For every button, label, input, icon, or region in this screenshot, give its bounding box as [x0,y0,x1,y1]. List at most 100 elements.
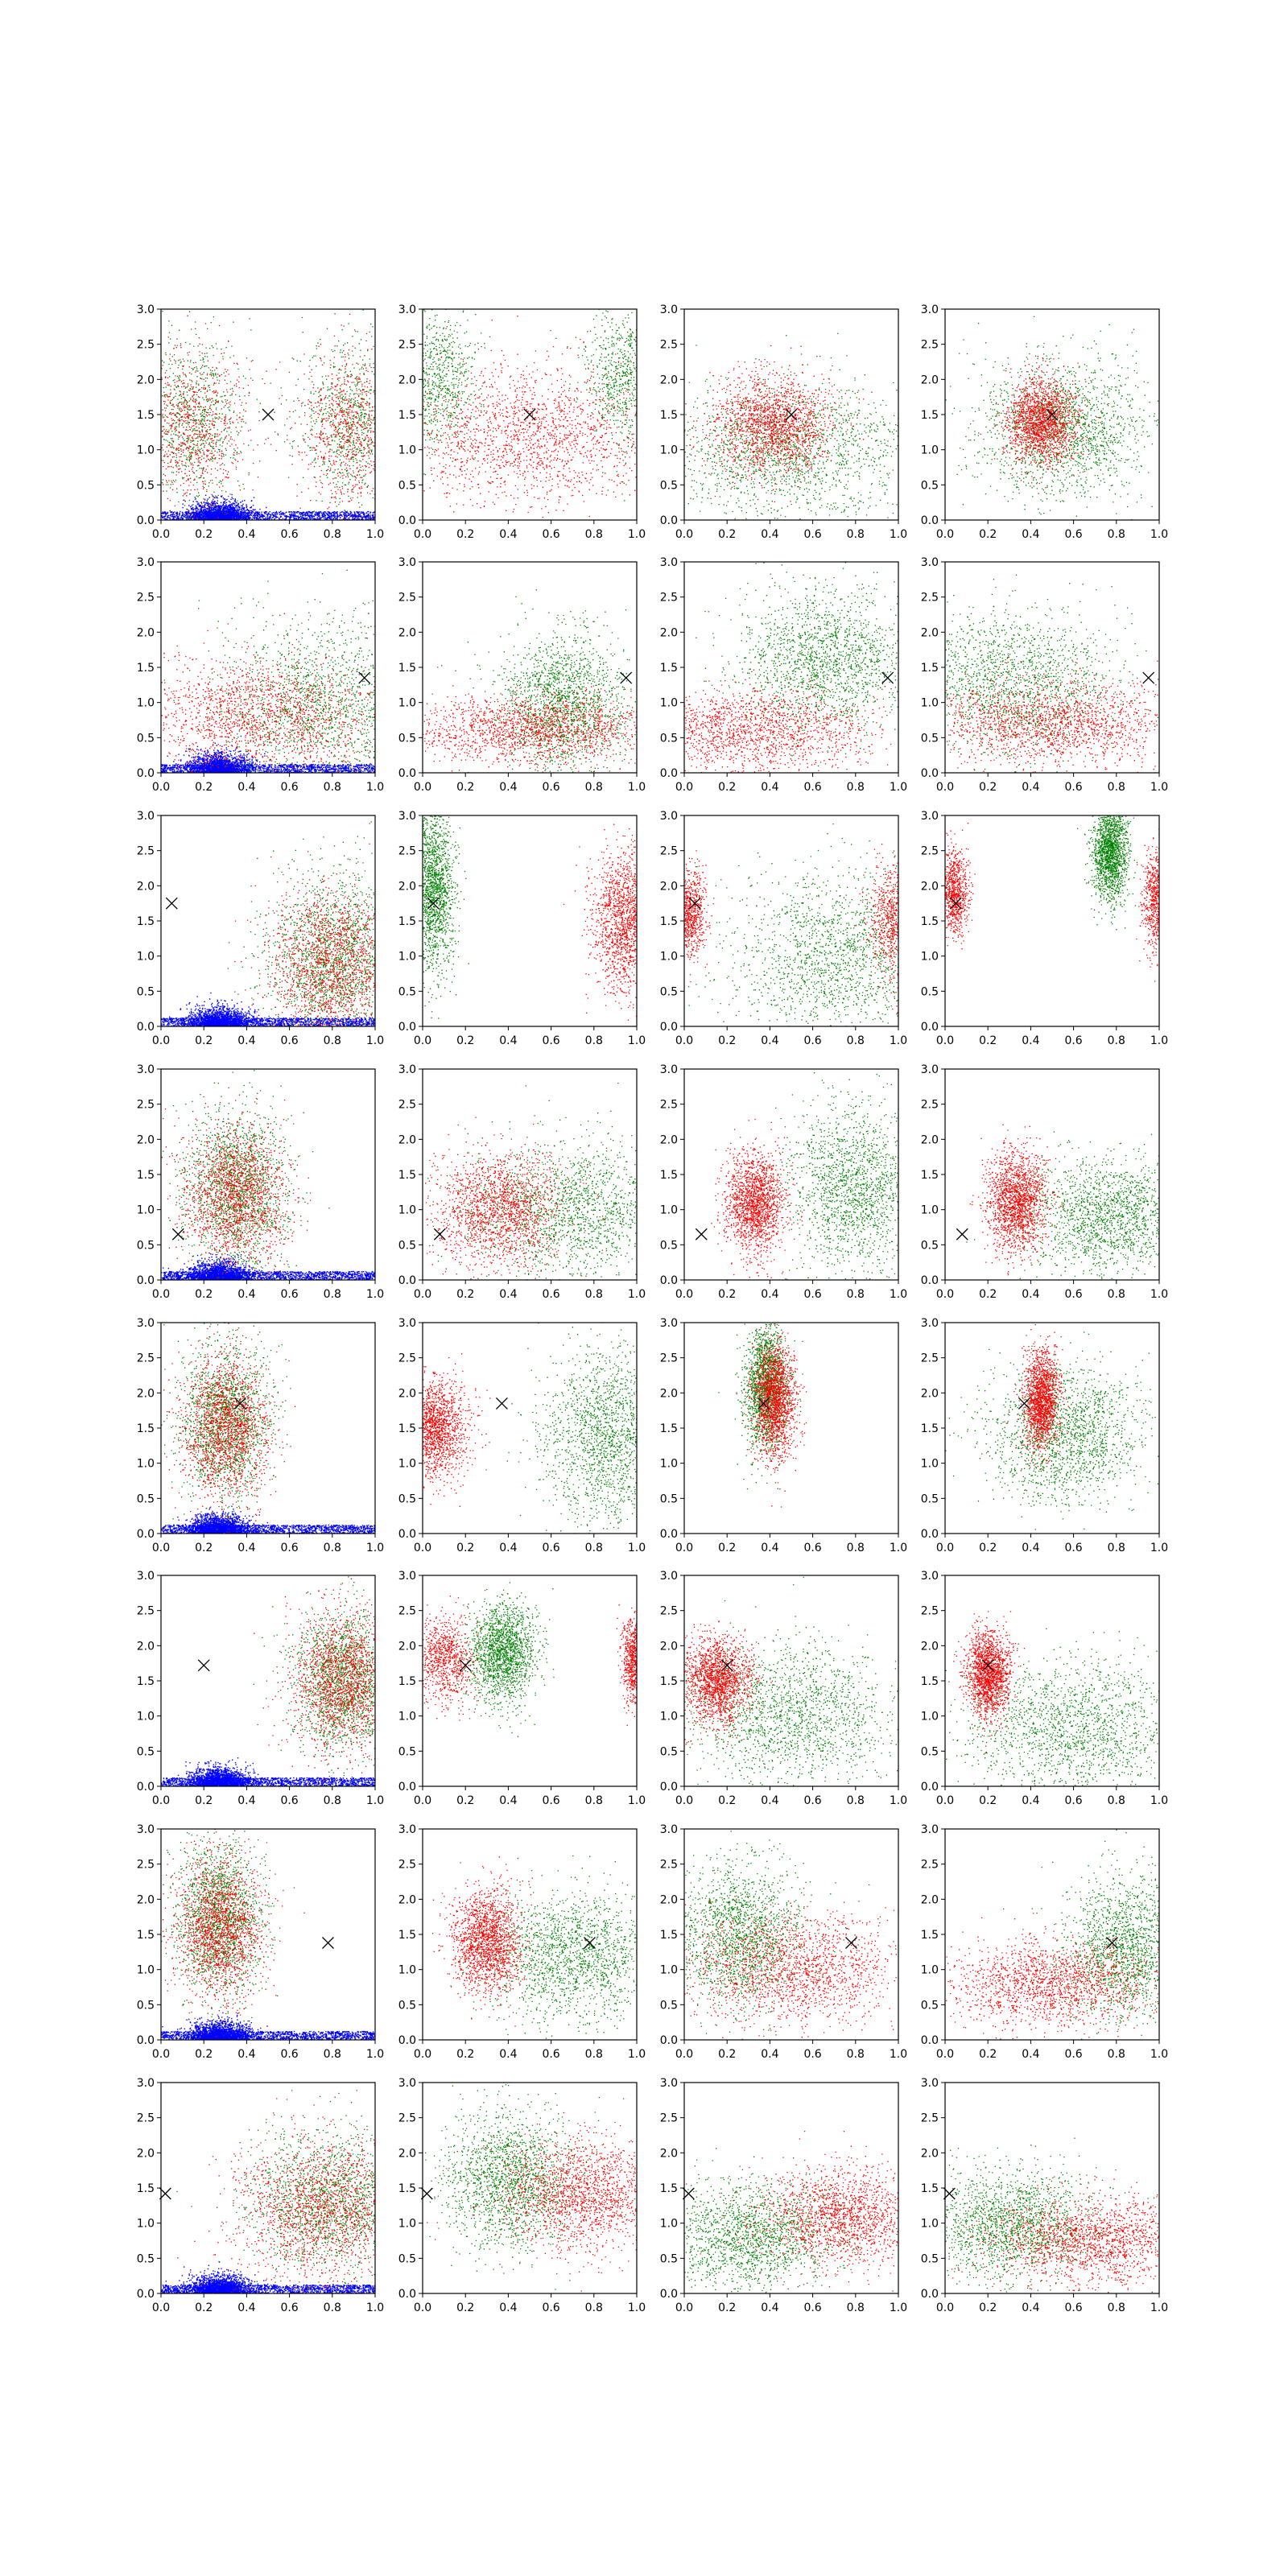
y-tick-label: 2.0 [137,626,155,639]
x-tick-label: 0.8 [847,528,865,541]
y-tick-label: 0.5 [660,1492,678,1505]
x-tick-label: 1.0 [890,2301,907,2314]
x-tick-label: 0.0 [152,528,170,541]
axes-frame [423,1829,637,2040]
y-tick-label: 1.0 [137,951,155,964]
points-group [423,1323,638,1534]
x-tick-label: 0.0 [152,781,170,794]
x-tick-label: 1.0 [1150,2301,1168,2314]
y-tick-label: 2.5 [921,2112,939,2125]
x-marker [696,1228,707,1240]
green-points [423,815,469,1018]
x-tick-label: 0.4 [237,2048,255,2061]
x-tick-label: 0.4 [237,1034,255,1047]
x-tick-label: 0.6 [542,1794,559,1807]
y-tick-label: 2.5 [921,1605,939,1618]
x-tick-label: 0.2 [456,2048,474,2061]
y-tick-label: 1.0 [660,1204,678,1217]
x-marker [198,1660,209,1671]
points-group [945,815,1160,981]
x-tick-label: 0.6 [803,781,821,794]
x-tick-label: 0.2 [195,781,213,794]
y-tick-label: 1.5 [398,662,416,675]
x-tick-label: 0.6 [542,1542,559,1554]
points-group [966,1125,1160,1278]
axes-frame [945,2083,1159,2293]
y-tick-label: 0.0 [137,514,155,527]
y-tick-label: 2.5 [660,1605,678,1618]
y-tick-label: 0.5 [398,1999,416,2012]
y-tick-label: 2.0 [398,1640,416,1653]
y-tick-label: 0.5 [398,1239,416,1252]
x-tick-label: 0.4 [499,2301,517,2314]
y-tick-label: 0.5 [137,732,155,745]
y-tick-label: 1.5 [660,1929,678,1942]
y-tick-label: 0.0 [921,1781,939,1794]
x-tick-label: 1.0 [366,2301,384,2314]
scatter-panel-r7-c4: 0.0 0.2 0.4 0.6 0.8 1.00.00.51.01.52.02.53.0 [921,1823,1168,2061]
x-tick-label: 0.2 [979,1542,997,1554]
points-group [946,1830,1160,2039]
y-tick-label: 2.0 [921,1640,939,1653]
axes-frame [945,1069,1159,1280]
x-tick-label: 1.0 [890,781,907,794]
scatter-panel-r1-c1: 0.0 0.2 0.4 0.6 0.8 1.00.00.51.01.52.02.53.0 [137,303,384,541]
scatter-panel-r7-c2: 0.0 0.2 0.4 0.6 0.8 1.00.00.51.01.52.02.53.0 [398,1823,646,2061]
y-tick-label: 2.0 [137,1893,155,1906]
x-tick-label: 0.6 [803,2301,821,2314]
x-tick-label: 0.2 [979,2301,997,2314]
y-tick-label: 1.5 [137,2182,155,2195]
y-tick-label: 3.0 [921,1823,939,1836]
scatter-panel-r2-c1: 0.0 0.2 0.4 0.6 0.8 1.00.00.51.01.52.02.53.0 [137,556,384,794]
scatter-panel-r3-c4: 0.0 0.2 0.4 0.6 0.8 1.00.00.51.01.52.02.53.0 [921,810,1168,1047]
x-tick-label: 0.8 [1108,2301,1125,2314]
x-tick-label: 1.0 [628,1542,646,1554]
y-tick-label: 2.5 [398,845,416,858]
y-tick-label: 2.0 [137,880,155,893]
scatter-panel-r4-c4: 0.0 0.2 0.4 0.6 0.8 1.00.00.51.01.52.02.53.0 [921,1063,1168,1301]
y-tick-label: 2.5 [137,339,155,352]
y-tick-label: 0.5 [660,1745,678,1758]
x-tick-label: 1.0 [1150,1288,1168,1301]
y-tick-label: 2.0 [921,1893,939,1906]
y-tick-label: 3.0 [137,1823,155,1836]
y-tick-label: 1.0 [660,1964,678,1977]
y-tick-label: 0.0 [398,1528,416,1541]
y-tick-label: 1.0 [921,1458,939,1471]
y-tick-label: 0.0 [660,2034,678,2047]
red-points [952,2177,1160,2293]
x-tick-label: 0.4 [1022,528,1039,541]
y-tick-label: 2.0 [137,2147,155,2160]
x-tick-label: 1.0 [628,528,646,541]
x-tick-label: 0.4 [499,1542,517,1554]
x-tick-label: 0.6 [803,1542,821,1554]
y-tick-label: 2.5 [921,592,939,605]
y-tick-label: 2.0 [398,374,416,386]
red-points [1007,1325,1069,1490]
x-tick-label: 0.0 [675,528,693,541]
x-tick-label: 0.0 [936,1542,954,1554]
x-tick-label: 0.8 [585,1034,603,1047]
x-tick-label: 0.8 [585,1288,603,1301]
x-tick-label: 0.0 [152,1288,170,1301]
y-tick-label: 2.0 [660,880,678,893]
x-tick-label: 0.8 [324,528,341,541]
y-tick-label: 3.0 [398,2077,416,2090]
y-tick-label: 2.5 [137,2112,155,2125]
scatter-panel-r7-c3: 0.0 0.2 0.4 0.6 0.8 1.00.00.51.01.52.02.53.0 [660,1823,907,2061]
y-tick-label: 2.5 [660,2112,678,2125]
x-tick-label: 1.0 [890,2048,907,2061]
y-tick-label: 2.0 [921,1387,939,1400]
x-tick-label: 1.0 [628,1794,646,1807]
y-tick-label: 0.0 [921,1528,939,1541]
x-tick-label: 0.8 [324,1288,341,1301]
x-tick-label: 0.8 [847,2048,865,2061]
red-points [161,314,376,519]
points-group [161,2091,376,2293]
y-tick-label: 2.5 [660,592,678,605]
axes-frame [945,562,1159,773]
x-tick-label: 0.4 [499,781,517,794]
x-tick-label: 1.0 [1150,1542,1168,1554]
x-marker [882,672,894,683]
